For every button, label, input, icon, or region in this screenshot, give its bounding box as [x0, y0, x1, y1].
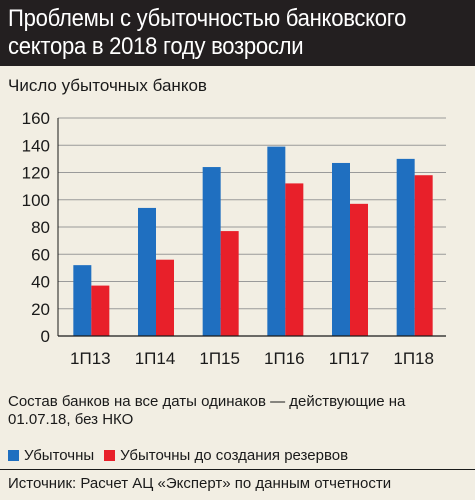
chart-note: Состав банков на все даты одинаков — дей… — [8, 393, 406, 428]
y-tick-label: 100 — [22, 191, 50, 210]
x-tick-label: 1П17 — [329, 349, 370, 368]
x-tick-label: 1П13 — [70, 349, 111, 368]
y-tick-label: 60 — [31, 245, 50, 264]
chart-title: Проблемы с убыточностью банковского сект… — [8, 5, 407, 60]
y-axis-label: Число убыточных банков — [8, 76, 207, 95]
legend-item-series-1: Убыточны — [8, 447, 94, 464]
bar-series-2-3 — [220, 231, 239, 336]
bar-series-2-2 — [156, 259, 174, 336]
bar-series-1-4 — [267, 146, 286, 336]
legend-item-series-2: Убыточны до создания резервов — [104, 447, 348, 464]
bar-series-1-6 — [396, 158, 415, 336]
legend-swatch-series-1 — [8, 449, 19, 461]
bar-series-1-2 — [138, 207, 156, 336]
bar-series-2-4 — [285, 183, 304, 336]
x-tick-label: 1П16 — [264, 349, 305, 368]
bar-series-2-1 — [91, 285, 110, 336]
footer-divider — [0, 469, 475, 470]
bar-series-1-1 — [73, 265, 92, 336]
y-tick-label: 0 — [41, 327, 50, 346]
y-tick-label: 20 — [31, 300, 50, 319]
bar-series-1-5 — [332, 162, 350, 336]
y-tick-label: 140 — [22, 136, 50, 155]
y-tick-label: 80 — [31, 218, 50, 237]
bar-series-2-6 — [414, 175, 433, 336]
legend: Убыточны Убыточны до создания резервов — [8, 445, 358, 465]
header: Проблемы с убыточностью банковского сект… — [0, 0, 475, 66]
legend-label-series-1: Убыточны — [24, 446, 95, 464]
x-tick-label: 1П14 — [135, 349, 176, 368]
legend-label-series-2: Убыточны до создания резервов — [120, 446, 349, 464]
source-text: Источник: Расчет АЦ «Эксперт» по данным … — [8, 475, 392, 492]
bar-chart: 0 20 40 60 80 100 120 140 160 1П13 1П14 1П15 1П16 1П1… — [22, 109, 446, 368]
legend-swatch-series-2 — [104, 449, 116, 461]
y-tick-label: 160 — [22, 109, 50, 128]
x-tick-label: 1П15 — [199, 349, 240, 368]
bar-series-2-5 — [350, 203, 368, 336]
y-tick-label: 40 — [31, 273, 50, 292]
y-tick-label: 120 — [22, 164, 50, 183]
bar-series-1-3 — [202, 167, 221, 336]
x-tick-label: 1П18 — [393, 349, 434, 368]
